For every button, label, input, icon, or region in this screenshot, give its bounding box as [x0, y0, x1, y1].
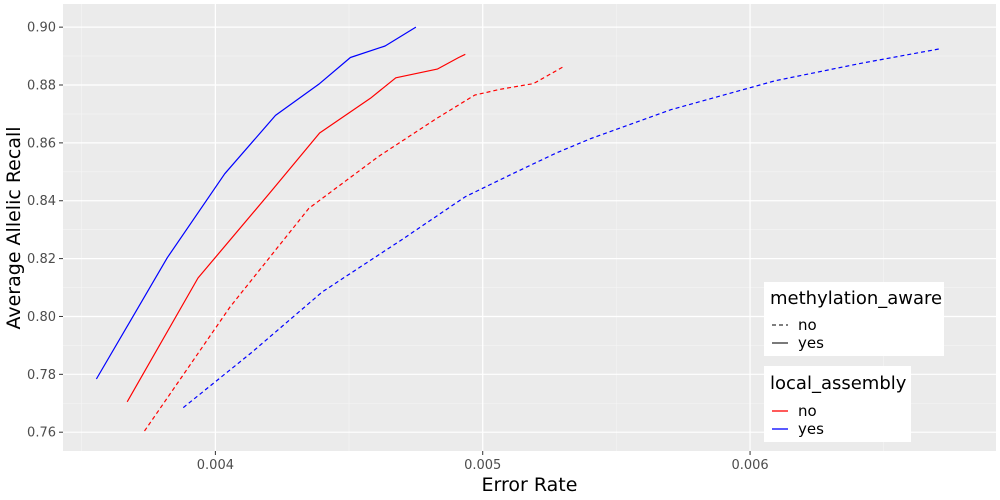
legend-box: [764, 366, 911, 442]
y-tick-label: 0.78: [27, 368, 56, 383]
legend-label: no: [798, 402, 817, 420]
y-tick-label: 0.76: [27, 426, 56, 441]
y-tick-label: 0.80: [27, 310, 56, 325]
series-lines: [95, 26, 941, 432]
legend-label: no: [798, 316, 817, 334]
y-axis-title: Average Allelic Recall: [3, 126, 25, 329]
y-axis-ticks: 0.76 0.78 0.80 0.82 0.84 0.86 0.88 0.90: [27, 21, 63, 441]
y-tick-label: 0.90: [27, 21, 56, 36]
y-tick-label: 0.82: [27, 252, 56, 267]
x-axis-title: Error Rate: [482, 474, 578, 496]
legend-local-assembly: local_assembly no yes: [764, 366, 911, 442]
legend-box: [764, 282, 944, 356]
legend-label: yes: [798, 334, 824, 352]
legend-methylation-aware: methylation_aware no yes: [764, 282, 944, 356]
series-line-local-no-meth-no: [144, 65, 565, 432]
x-tick-label: 0.005: [464, 458, 501, 473]
series-line-local-no-meth-yes: [126, 53, 466, 403]
y-tick-label: 0.86: [27, 136, 56, 151]
y-tick-label: 0.88: [27, 79, 56, 94]
x-tick-label: 0.006: [731, 458, 768, 473]
x-tick-label: 0.004: [197, 458, 234, 473]
series-line-local-yes-meth-no: [182, 48, 941, 409]
legend-title: local_assembly: [770, 373, 907, 394]
y-tick-label: 0.84: [27, 194, 56, 209]
legend-label: yes: [798, 420, 824, 438]
series-line-local-yes-meth-yes: [95, 26, 417, 380]
legend-title: methylation_aware: [770, 288, 942, 309]
major-gridlines: [63, 4, 996, 451]
x-axis-ticks: 0.004 0.005 0.006: [197, 451, 769, 473]
